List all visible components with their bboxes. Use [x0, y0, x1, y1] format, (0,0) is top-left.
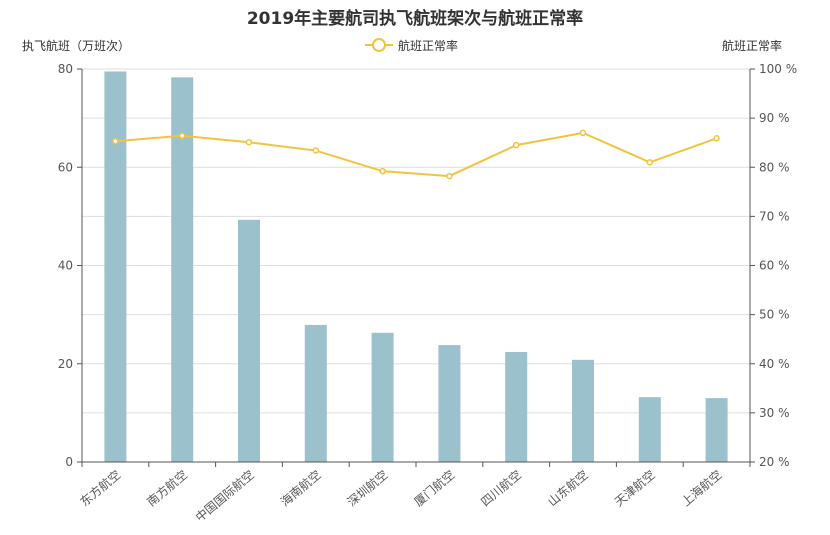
legend-marker-icon — [372, 38, 386, 52]
bar — [638, 397, 661, 462]
right-tick-label: 100 % — [759, 62, 797, 76]
x-tick-label: 天津航空 — [611, 467, 657, 509]
right-tick-label: 70 % — [759, 209, 790, 223]
line-point — [713, 135, 720, 142]
line-point — [379, 167, 386, 175]
bar — [505, 351, 528, 462]
chart-title: 2019年主要航司执飞航班架次与航班正常率 — [247, 8, 583, 29]
left-tick-label: 20 — [58, 357, 73, 371]
bar — [705, 398, 728, 462]
right-tick-label: 40 % — [759, 357, 790, 371]
left-tick-label: 0 — [65, 455, 73, 469]
left-tick-label: 40 — [58, 259, 73, 273]
bar — [304, 324, 327, 462]
left-tick-label: 80 — [58, 62, 73, 76]
bar — [238, 219, 260, 462]
right-tick-label: 90 % — [759, 111, 790, 125]
bar — [171, 77, 194, 462]
x-tick-label: 山东航空 — [545, 467, 591, 509]
line-point — [312, 147, 320, 154]
x-tick-label: 东方航空 — [77, 467, 123, 509]
bar — [104, 71, 127, 463]
left-axis-label: 执飞航班（万班次） — [22, 38, 130, 53]
line-point — [112, 137, 119, 145]
line-point — [446, 172, 453, 180]
right-tick-label: 60 % — [759, 259, 790, 273]
legend-label: 航班正常率 — [398, 38, 458, 53]
x-tick-label: 厦门航空 — [411, 467, 457, 509]
line-point — [245, 138, 253, 146]
line-series — [115, 131, 717, 178]
right-axis-label: 航班正常率 — [722, 38, 782, 53]
right-tick-label: 30 % — [759, 406, 790, 420]
x-tick-label: 四川航空 — [478, 467, 524, 509]
left-tick-label: 60 — [58, 160, 73, 174]
line-point — [512, 141, 520, 149]
bar — [572, 359, 594, 462]
right-tick-label: 80 % — [759, 160, 790, 174]
legend-item[interactable]: 航班正常率 — [365, 38, 458, 53]
right-tick-label: 50 % — [759, 308, 790, 322]
x-tick-label: 上海航空 — [678, 467, 724, 509]
x-tick-label: 海南航空 — [277, 467, 323, 509]
line-point — [579, 129, 587, 137]
x-tick-label: 深圳航空 — [344, 467, 390, 509]
line-point — [646, 159, 654, 166]
line-point — [178, 132, 186, 140]
bar — [371, 332, 394, 462]
right-tick-label: 20 % — [759, 455, 790, 469]
x-tick-label: 中国国际航空 — [192, 467, 257, 525]
bar — [438, 345, 461, 462]
x-tick-label: 南方航空 — [144, 467, 190, 509]
